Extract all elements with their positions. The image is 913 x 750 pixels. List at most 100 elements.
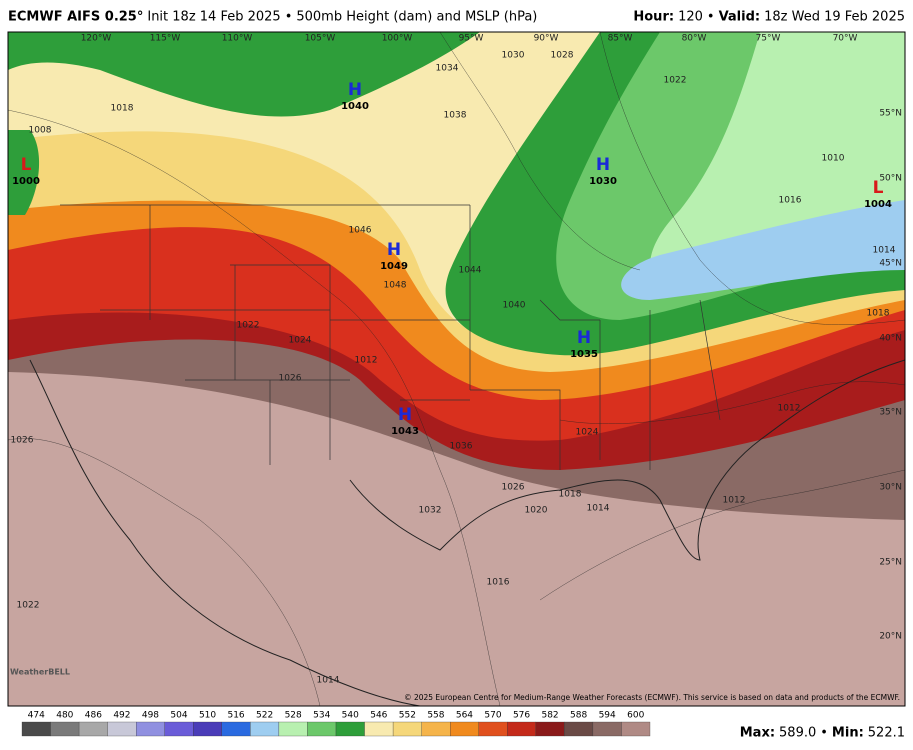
colorbar-tick-label: 576	[513, 711, 530, 721]
longitude-label: 100°W	[382, 34, 413, 44]
colorbar-cell	[335, 721, 365, 737]
isobars	[7, 31, 906, 707]
colorbar-tick-label: 486	[85, 711, 102, 721]
colorbar-cell	[421, 721, 451, 737]
isobar-label: 1036	[450, 442, 473, 452]
colorbar-tick-label: 564	[456, 711, 473, 721]
colorbar-tick-label: 516	[227, 711, 244, 721]
isobar-label: 1014	[317, 676, 340, 686]
high-value: 1030	[589, 176, 617, 187]
high-symbol: H	[387, 240, 401, 260]
colorbar-tick-label: 546	[370, 711, 387, 721]
colorbar-tick-label: 528	[285, 711, 302, 721]
high-value: 1043	[391, 426, 419, 437]
colorbar-tick-label: 582	[541, 711, 558, 721]
isobar-label: 1018	[111, 104, 134, 114]
isobar-label: 1024	[576, 428, 599, 438]
high-symbol: H	[348, 80, 362, 100]
isobar-label: 1018	[559, 490, 582, 500]
colorbar-cell	[250, 721, 280, 737]
isobar-label: 1022	[664, 76, 687, 86]
longitude-label: 110°W	[222, 34, 253, 44]
header-text: Valid:	[719, 10, 761, 25]
colorbar-cell	[78, 721, 108, 737]
map-frame	[7, 31, 906, 707]
isobar-label: 1012	[355, 356, 378, 366]
isobar-label: 1032	[419, 506, 442, 516]
colorbar-cell	[535, 721, 565, 737]
colorbar-tick-label: 540	[342, 711, 359, 721]
isobar-label: 1026	[11, 436, 34, 446]
low-value: 1004	[864, 199, 892, 210]
colorbar-tick-label: 474	[28, 711, 45, 721]
isobar-label: 1028	[551, 51, 574, 61]
isobar-label: 1040	[503, 301, 526, 311]
colorbar-tick-label: 522	[256, 711, 273, 721]
longitude-label: 105°W	[305, 34, 336, 44]
isobar-label: 1012	[778, 404, 801, 414]
isobar-label: 1014	[873, 246, 896, 256]
colorbar-tick-label: 552	[399, 711, 416, 721]
isobar-label: 1026	[502, 483, 525, 493]
header-text: Max:	[740, 726, 775, 741]
longitude-label: 80°W	[682, 34, 707, 44]
header-text: •	[820, 726, 828, 741]
isobar-label: 1046	[349, 226, 372, 236]
isobar-label: 1044	[459, 266, 482, 276]
colorbar-tick-label: 492	[113, 711, 130, 721]
high-value: 1035	[570, 349, 598, 360]
logo: WeatherBELL	[10, 668, 70, 677]
isobar-label: 1030	[502, 51, 525, 61]
colorbar-cell	[392, 721, 422, 737]
header-text: Hour:	[633, 10, 674, 25]
colorbar-cell	[278, 721, 308, 737]
colorbar-tick-label: 498	[142, 711, 159, 721]
colorbar-cell	[221, 721, 251, 737]
colorbar-cell	[50, 721, 80, 737]
height-band	[8, 32, 480, 117]
colorbar-tick-label: 510	[199, 711, 216, 721]
low-value: 1000	[12, 176, 40, 187]
high-symbol: H	[596, 155, 610, 175]
header-text: 18z Wed 19 Feb 2025	[764, 10, 905, 25]
high-value: 1040	[341, 101, 369, 112]
header-text: 120	[678, 10, 703, 25]
longitude-label: 85°W	[608, 34, 633, 44]
isobar-label: 1024	[289, 336, 312, 346]
isobar-label: 1034	[436, 64, 459, 74]
isobar-label: 1020	[525, 506, 548, 516]
isobar-label: 1022	[237, 321, 260, 331]
longitude-label: 115°W	[150, 34, 181, 44]
colorbar-cell	[450, 721, 479, 737]
colorbar-tick-label: 504	[170, 711, 187, 721]
height-band	[621, 200, 905, 300]
header-text: 500mb Height (dam) and MSLP (hPa)	[296, 10, 537, 25]
longitude-label: 70°W	[833, 34, 858, 44]
colorbar-tick-label: 600	[627, 711, 644, 721]
header-text: Min:	[832, 726, 864, 741]
latitude-label: 25°N	[879, 558, 902, 568]
latitude-label: 35°N	[879, 408, 902, 418]
state-borders	[29, 204, 906, 707]
colorbar-cell	[621, 721, 651, 737]
colorbar-cell	[21, 721, 51, 737]
latitude-label: 50°N	[879, 174, 902, 184]
longitude-label: 120°W	[81, 34, 112, 44]
isobar-label: 1016	[779, 196, 802, 206]
isobar-label: 1008	[29, 126, 52, 136]
colorbar-cell	[107, 721, 137, 737]
header-text: 589.0	[779, 726, 816, 741]
latitude-label: 40°N	[879, 334, 902, 344]
isobar-label: 1012	[723, 496, 746, 506]
isobar-label: 1038	[444, 111, 467, 121]
header-text: Init 18z 14 Feb 2025	[147, 10, 280, 25]
longitude-label: 75°W	[756, 34, 781, 44]
header-text: 522.1	[868, 726, 905, 741]
colorbar-cell	[564, 721, 594, 737]
colorbar-cell	[193, 721, 222, 737]
colorbar-tick-label: 594	[599, 711, 616, 721]
colorbar-cell	[307, 721, 337, 737]
colorbar-cell	[592, 721, 622, 737]
header-text: •	[707, 10, 715, 25]
